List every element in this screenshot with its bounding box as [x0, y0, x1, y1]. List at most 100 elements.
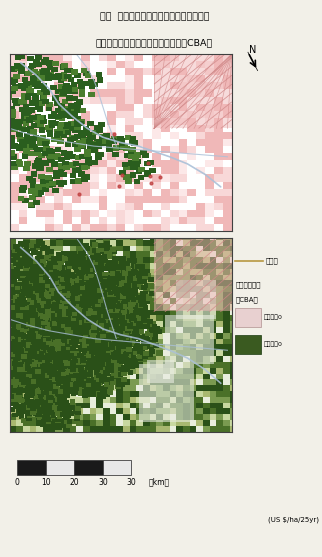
Bar	[187, 118, 196, 125]
Bar	[52, 121, 59, 126]
Bar	[99, 299, 104, 304]
Bar	[48, 395, 53, 400]
Bar	[125, 174, 134, 182]
Bar	[156, 385, 163, 391]
Bar	[183, 315, 190, 321]
Bar	[152, 337, 158, 342]
Bar	[133, 305, 138, 310]
Bar	[56, 234, 63, 240]
Bar	[136, 339, 143, 344]
Bar	[36, 368, 43, 374]
Bar	[54, 301, 59, 306]
Bar	[95, 382, 101, 387]
Bar	[76, 362, 83, 368]
Bar	[116, 344, 121, 349]
Bar	[13, 372, 18, 376]
Bar	[0, 303, 6, 307]
Bar	[196, 54, 205, 61]
Bar	[110, 330, 116, 335]
Bar	[1, 340, 6, 345]
Bar	[51, 421, 57, 426]
Bar	[72, 189, 81, 196]
Bar	[136, 269, 143, 275]
Bar	[11, 305, 16, 310]
Bar	[101, 302, 106, 307]
Bar	[85, 302, 90, 307]
Bar	[89, 365, 94, 370]
Bar	[87, 312, 92, 317]
Bar	[52, 373, 58, 378]
Bar	[45, 279, 51, 284]
Bar	[48, 114, 55, 120]
Bar	[83, 315, 90, 321]
Bar	[45, 373, 50, 378]
Bar	[128, 370, 133, 375]
Bar	[20, 373, 25, 378]
Bar	[161, 217, 170, 224]
Bar	[70, 310, 76, 315]
Bar	[57, 359, 63, 364]
Bar	[11, 86, 18, 91]
Bar	[135, 264, 141, 268]
Bar	[60, 277, 66, 282]
Bar	[136, 379, 143, 385]
Bar	[62, 86, 69, 91]
Bar	[123, 391, 130, 397]
Bar	[143, 281, 150, 286]
Bar	[117, 359, 123, 363]
Bar	[59, 130, 66, 135]
Bar	[42, 337, 47, 342]
Bar	[36, 308, 41, 313]
Bar	[43, 246, 50, 251]
Bar	[39, 277, 45, 282]
Bar	[0, 314, 5, 319]
Bar	[112, 343, 118, 348]
Bar	[176, 374, 183, 379]
Bar	[94, 312, 99, 317]
Bar	[19, 378, 24, 382]
Bar	[129, 309, 134, 314]
Bar	[163, 420, 170, 426]
Bar	[22, 367, 27, 372]
Bar	[69, 360, 74, 365]
Bar	[67, 350, 73, 355]
Bar	[150, 403, 156, 408]
Bar	[36, 379, 43, 385]
Bar	[43, 234, 50, 240]
Bar	[178, 203, 187, 210]
Bar	[81, 276, 87, 281]
Bar	[36, 269, 43, 275]
Bar	[52, 279, 57, 284]
Bar	[82, 321, 88, 326]
Bar	[10, 420, 16, 426]
Bar	[108, 90, 116, 96]
Bar	[128, 309, 134, 314]
Bar	[105, 294, 110, 299]
Bar	[36, 111, 45, 118]
Bar	[16, 313, 22, 318]
Bar	[190, 414, 196, 420]
Bar	[145, 273, 151, 278]
Bar	[72, 128, 79, 133]
Bar	[12, 377, 17, 382]
Bar	[51, 75, 58, 80]
Bar	[214, 153, 223, 160]
Bar	[223, 234, 230, 240]
Bar	[51, 262, 56, 267]
Bar	[67, 339, 72, 344]
Bar	[163, 426, 170, 432]
Bar	[16, 379, 23, 385]
Bar	[187, 90, 196, 96]
Bar	[100, 294, 106, 299]
Bar	[131, 283, 137, 288]
Bar	[76, 263, 83, 269]
Bar	[43, 410, 48, 414]
Bar	[63, 408, 70, 414]
Bar	[123, 285, 129, 290]
Bar	[0, 329, 3, 334]
Bar	[83, 356, 90, 362]
Bar	[108, 224, 116, 231]
Bar	[103, 368, 109, 374]
Bar	[63, 321, 70, 327]
Bar	[52, 302, 58, 307]
